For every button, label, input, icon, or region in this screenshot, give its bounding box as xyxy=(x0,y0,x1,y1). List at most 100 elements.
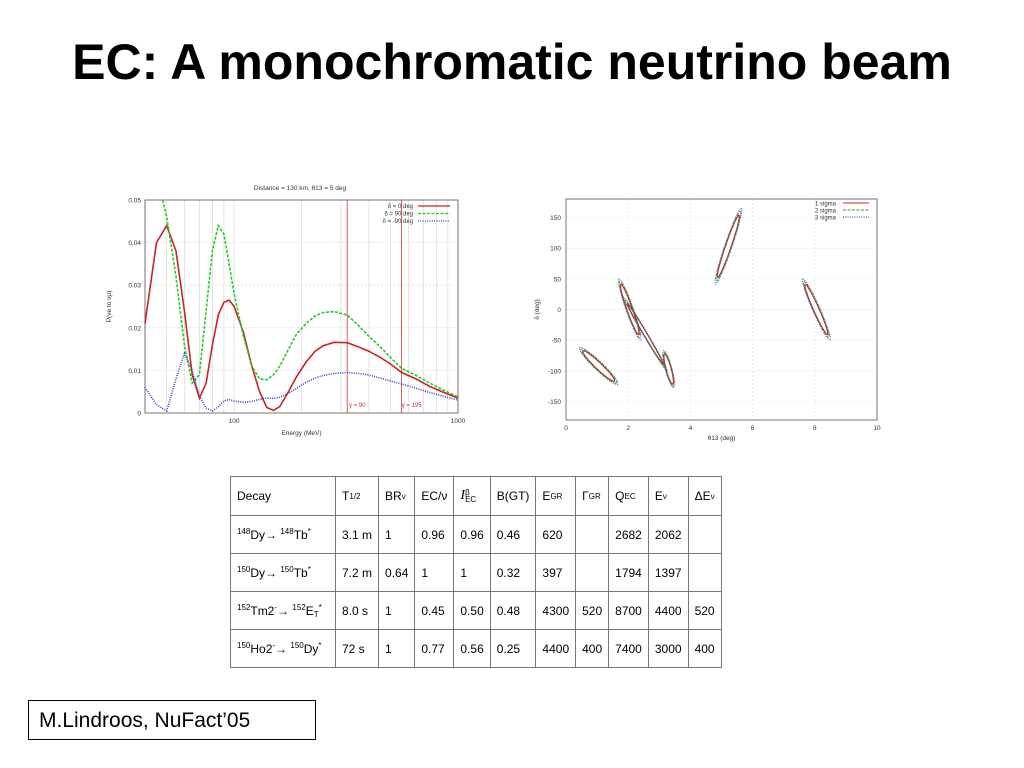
header-text: Q xyxy=(615,489,625,503)
decay-subscript: T xyxy=(313,609,319,619)
header-script: ν xyxy=(662,492,667,502)
header-script: EC xyxy=(625,493,636,501)
decay-cell: 150Ho2-→ 150Dy* xyxy=(230,629,336,668)
header-script: GR xyxy=(588,492,601,502)
header-subscript: EC xyxy=(465,494,477,504)
legend-label: δ = 90 deg xyxy=(384,212,413,218)
table-cell: 0.46 xyxy=(489,515,537,554)
table-cell: 397 xyxy=(535,553,577,592)
table-header-cell: ΔE ν xyxy=(687,476,722,516)
decay-superscript: - xyxy=(274,602,278,612)
contour-3-sigma xyxy=(662,350,676,389)
decay-superscript: 148 xyxy=(280,527,294,536)
legend-label: 2 sigma xyxy=(815,208,837,214)
table-cell: 1397 xyxy=(647,553,689,592)
table-cell: 4400 xyxy=(647,591,689,630)
table-cell: 0.96 xyxy=(453,515,491,554)
y-tick-label: 0.05 xyxy=(128,198,141,205)
x-tick-label: 6 xyxy=(751,425,755,432)
y-tick-label: 0 xyxy=(557,307,561,314)
decay-superscript: * xyxy=(307,565,311,574)
x-tick-label: 100 xyxy=(229,418,240,425)
contour-2-sigma xyxy=(715,210,742,282)
header-script: 1/2 xyxy=(349,493,360,501)
header-text: Decay xyxy=(237,489,272,503)
contour-2-sigma xyxy=(662,351,675,387)
x-tick-label: 4 xyxy=(689,425,693,432)
legend-label: 1 sigma xyxy=(815,201,837,207)
table-header-cell: BR ν xyxy=(378,476,416,516)
contour-1-sigma xyxy=(626,302,665,366)
y-axis-label: δ (deg) xyxy=(534,299,541,320)
decay-text: → xyxy=(275,642,291,656)
x-tick-label: 0 xyxy=(564,425,568,432)
y-tick-label: 50 xyxy=(554,276,562,283)
decay-superscript: 150 xyxy=(237,641,251,650)
table-cell: 0.45 xyxy=(414,591,455,630)
slide-title: EC: A monochromatic neutrino beam xyxy=(72,34,952,90)
y-tick-label: 100 xyxy=(550,246,561,253)
table-cell: 0.50 xyxy=(453,591,491,630)
table-row: 152Tm2-→ 152ET* 8.0 s 1 0.45 0.50 0.48 4300 520… xyxy=(230,591,722,630)
decay-superscript: 152 xyxy=(292,602,306,612)
table-cell xyxy=(575,553,610,592)
table-cell: 0.48 xyxy=(489,591,537,630)
y-tick-label: -150 xyxy=(548,399,561,406)
table-header-cell: T 1/2 xyxy=(334,476,380,516)
plot-frame xyxy=(565,198,878,421)
header-text: E xyxy=(542,489,551,503)
table-header-cell: EC/ν xyxy=(414,476,455,516)
decay-text: Dy xyxy=(303,642,319,656)
credit-box: M.Lindroos, NuFact’05 xyxy=(28,700,316,740)
header-text: Γ xyxy=(582,489,589,503)
decay-cell: 150Dy→ 150Tb* xyxy=(230,553,336,592)
table-header-cell: Q EC xyxy=(608,476,649,516)
legend-label: 3 sigma xyxy=(815,215,837,221)
table-cell: 8.0 s xyxy=(334,591,380,630)
legend-label: δ = 0 deg xyxy=(388,204,413,210)
header-subscript: GR xyxy=(588,492,601,502)
table-cell: 2062 xyxy=(647,515,689,554)
header-subscript: ν xyxy=(710,492,715,502)
table-cell: 72 s xyxy=(334,629,380,668)
table-cell xyxy=(575,515,610,554)
table-cell: 0.56 xyxy=(453,629,491,668)
header-text: BR xyxy=(385,489,402,503)
decay-text: Tb xyxy=(293,528,308,542)
contour-3-sigma xyxy=(578,346,619,386)
y-axis-label: P(νe to νμ) xyxy=(106,291,113,323)
decay-superscript: 148 xyxy=(237,527,251,536)
table-cell: 1 xyxy=(414,553,455,592)
y-tick-label: 150 xyxy=(550,215,561,222)
legend-label: δ = -90 deg xyxy=(382,219,413,225)
table-cell: 520 xyxy=(687,591,722,630)
header-script: GR xyxy=(550,493,562,501)
table-cell: 3000 xyxy=(647,629,689,668)
table-cell: 4400 xyxy=(535,629,577,668)
y-tick-label: -100 xyxy=(548,368,561,375)
contour-1-sigma xyxy=(663,353,674,385)
table-cell: 0.25 xyxy=(489,629,537,668)
header-text: EC/ν xyxy=(421,489,448,503)
table-header-cell: E GR xyxy=(535,476,577,516)
table-cell: 1794 xyxy=(608,553,649,592)
contour-2-sigma xyxy=(624,299,666,369)
x-tick-label: 2 xyxy=(626,425,630,432)
decay-superscript: 150 xyxy=(237,565,251,574)
contour-1-sigma xyxy=(582,350,616,382)
x-tick-label: 1000 xyxy=(451,418,466,425)
chart-title: Distance = 130 km, θ13 = 5 deg xyxy=(254,185,347,192)
header-subscript: ν xyxy=(662,492,667,502)
series-line xyxy=(144,351,459,413)
table-row: 150Dy→ 150Tb* 7.2 m 0.64 1 1 0.32 397 1794 1397 xyxy=(230,553,722,592)
sensitivity-contour-chart: 150 100 50 0 -50 -100 -150 0 2 4 6 8 10 θ13 (deg) δ (d… xyxy=(530,193,882,443)
table-cell: 8700 xyxy=(608,591,649,630)
table-cell: 2682 xyxy=(608,515,649,554)
table-header-cell: B(GT) xyxy=(489,476,537,516)
decay-text: Dy→ xyxy=(250,528,281,542)
decay-text: Tb xyxy=(293,566,308,580)
decay-superscript: - xyxy=(272,641,276,650)
table-row: 150Ho2-→ 150Dy* 72 s 1 0.77 0.56 0.25 4400 400 7… xyxy=(230,629,722,668)
